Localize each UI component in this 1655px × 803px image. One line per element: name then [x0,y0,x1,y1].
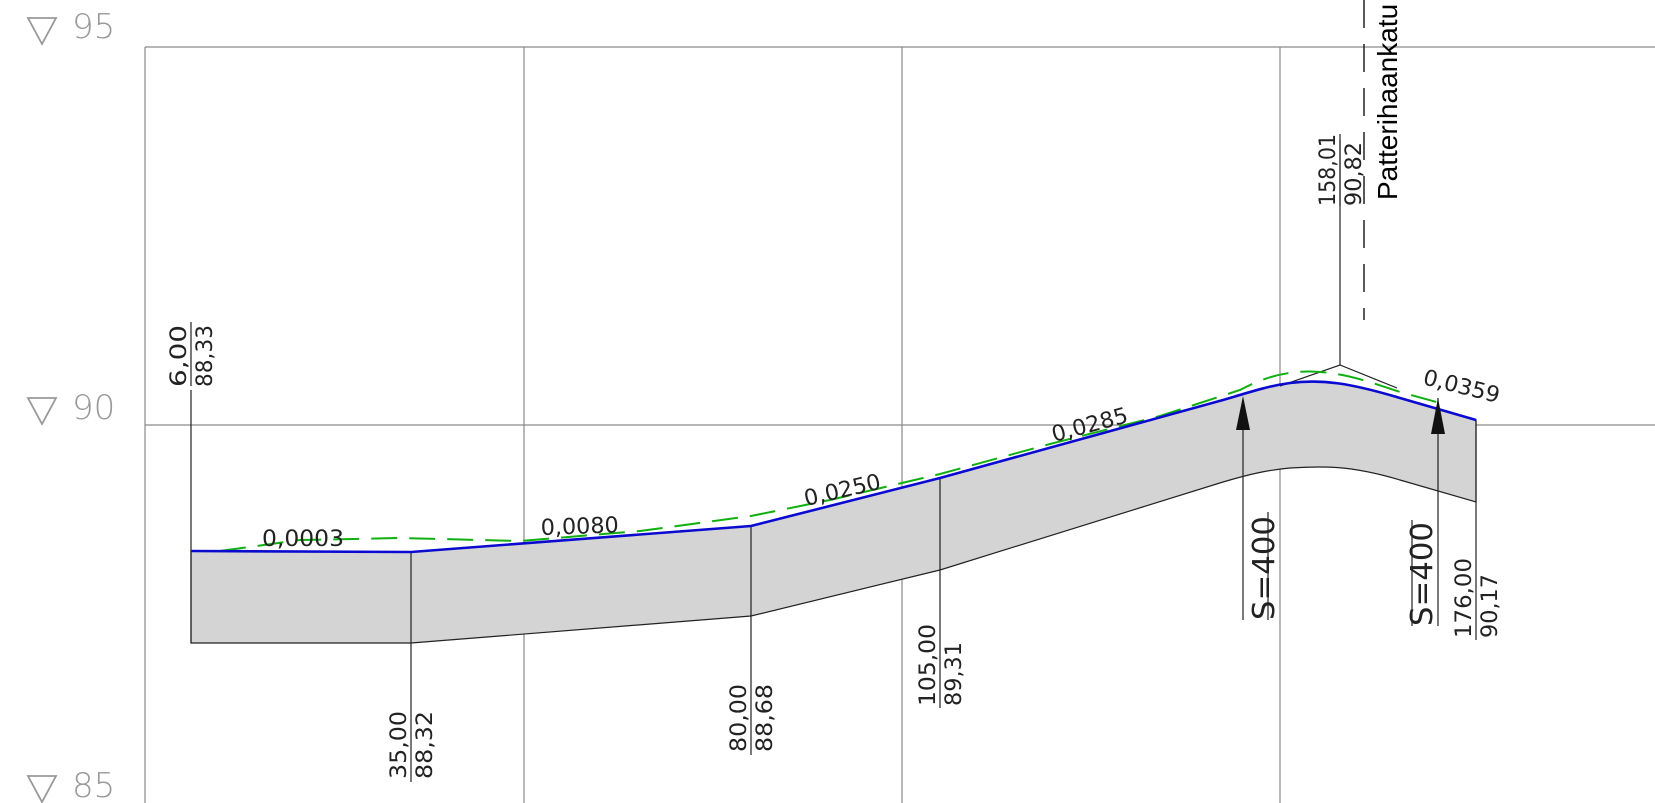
arrow-up-icon [1236,396,1250,430]
elevation-triangle-icon [26,17,58,46]
street-name-label: Patterihaankatu [1372,4,1403,200]
station-value: 105,00 [916,624,941,706]
elevation-value: 89,31 [942,642,967,706]
structure-layer [190,380,1477,644]
elevation-triangle-icon [26,397,58,426]
street-crossing-marker: Patterihaankatu [1363,0,1403,320]
dimension-label-4: 105,00 89,31 [916,624,967,706]
elevation-marker-90: 90 [26,388,115,428]
grade-label: 0,0003 [262,527,344,552]
elevation-marker-95: 95 [26,7,115,47]
tangent-intersection [1279,364,1398,389]
dimension-label-5: 158,01 90,82 [1316,134,1367,206]
elevation-triangle-icon [26,775,58,803]
arrow-up-icon [1431,398,1445,434]
elevation-value: 88,68 [753,684,778,752]
elevation-label: 85 [72,766,115,803]
elevation-label: 90 [72,388,115,428]
design-grade-line [190,380,1477,554]
vertical-curve-left: S=400 [1236,396,1282,620]
elevation-value: 88,32 [413,711,438,779]
curve-radius-label: S=400 [1247,516,1282,620]
station-value: 6,00 [167,325,192,387]
station-value: 35,00 [387,711,412,779]
grade-label: 0,0359 [1421,366,1503,409]
elevation-label: 95 [72,7,115,47]
dimension-label-2: 35,00 88,32 [387,711,438,779]
dimension-label-6: 176,00 90,17 [1452,558,1503,638]
elevation-marker-85: 85 [26,766,115,803]
elevation-value: 88,33 [193,325,218,387]
station-value: 158,01 [1316,134,1341,206]
elevation-value: 90,82 [1342,142,1367,206]
elevation-value: 90,17 [1478,574,1503,638]
vertical-curve-right: S=400 [1405,398,1445,626]
grade-label: 0,0080 [540,513,619,541]
station-value: 80,00 [727,684,752,752]
dimension-label-3: 80,00 88,68 [727,684,778,752]
curve-radius-label: S=400 [1405,522,1440,626]
station-value: 176,00 [1452,558,1477,638]
dimension-label-1: 6,00 88,33 [167,322,218,387]
